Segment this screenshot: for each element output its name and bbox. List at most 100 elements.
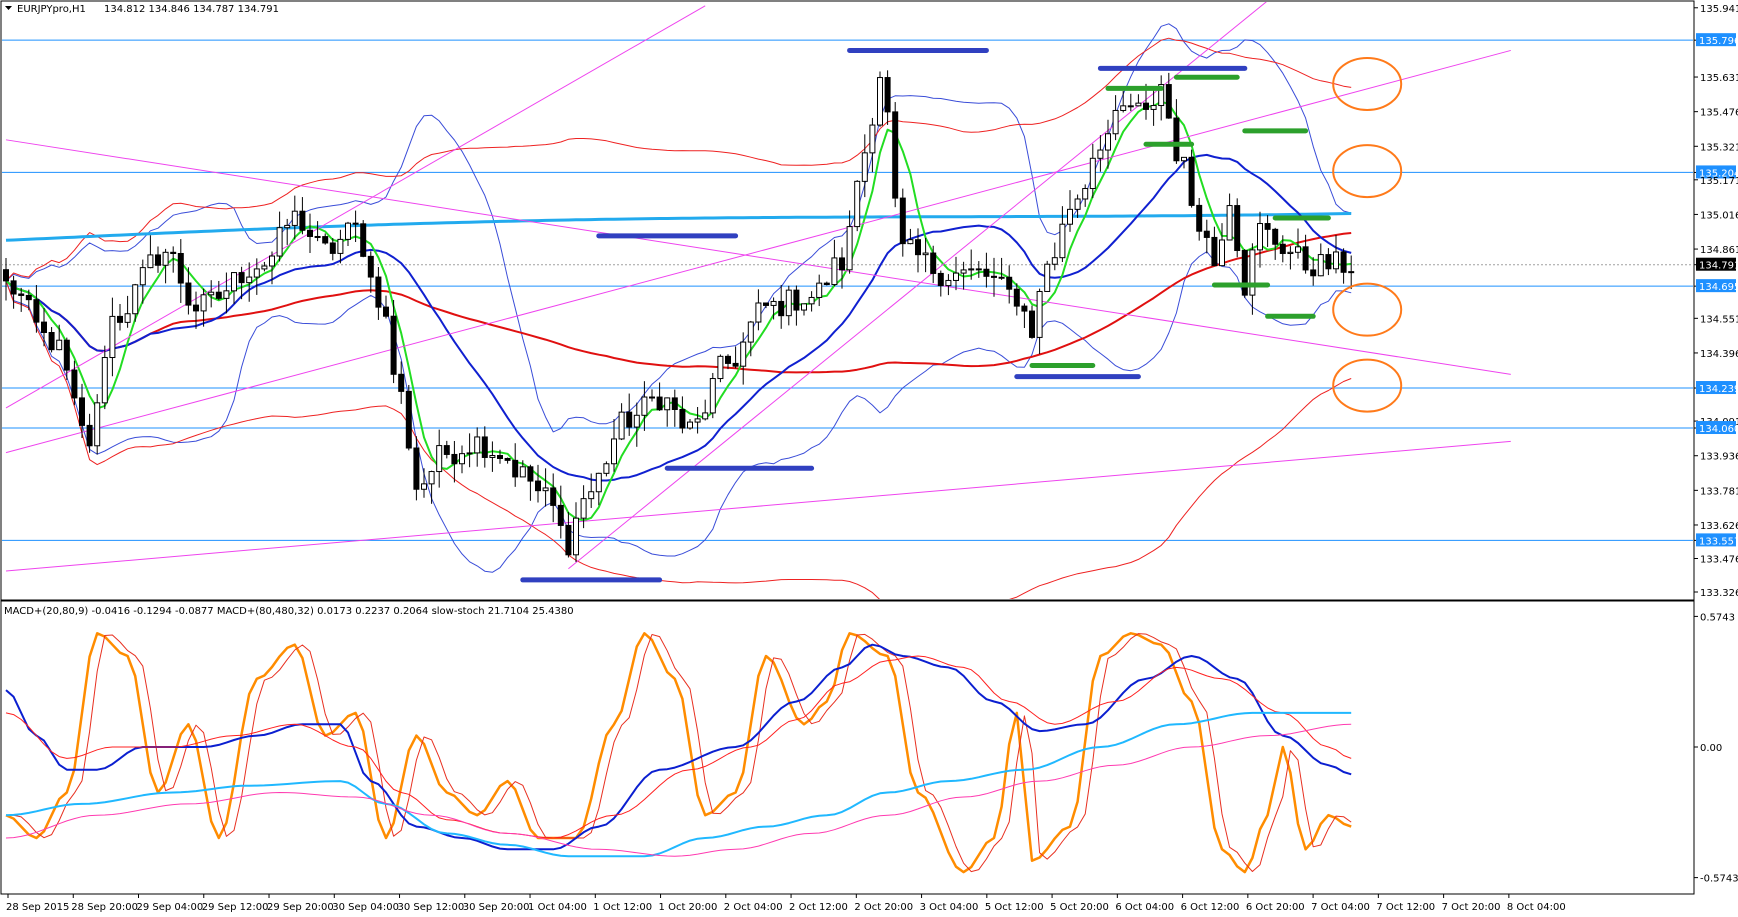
dropdown-triangle-icon[interactable]: [5, 6, 12, 10]
candle: [162, 248, 169, 284]
candle: [284, 218, 291, 245]
candle: [1120, 90, 1127, 113]
bull-candle-body: [1127, 105, 1134, 108]
bear-candle-body: [1211, 236, 1218, 267]
candle: [998, 257, 1005, 280]
bull-candle-body: [436, 445, 443, 473]
time-tick-label: 30 Sep 20:00: [463, 902, 530, 913]
candle: [1287, 246, 1294, 270]
bull-candle-body: [208, 291, 215, 296]
bear-candle-body: [1340, 251, 1347, 273]
time-tick-label: 1 Oct 12:00: [593, 902, 652, 913]
candle: [124, 295, 131, 328]
time-tick-label: 6 Oct 04:00: [1115, 902, 1174, 913]
bull-candle-body: [1150, 105, 1157, 110]
candle: [459, 445, 465, 474]
candle: [261, 261, 268, 272]
candle: [329, 238, 336, 261]
candle: [649, 389, 655, 402]
candle: [1051, 242, 1058, 271]
candle: [1135, 94, 1142, 107]
candle: [1036, 288, 1043, 355]
time-tick-label: 7 Oct 20:00: [1442, 902, 1501, 913]
trend-line: [5, 139, 1511, 375]
candle: [474, 427, 481, 467]
candle: [535, 464, 541, 503]
bull-candle-body: [747, 321, 754, 343]
bull-candle-body: [968, 268, 975, 271]
bear-candle-body: [390, 315, 397, 375]
candle: [801, 303, 807, 316]
candle: [793, 285, 800, 326]
bull-candle-body: [291, 210, 298, 226]
annotation-circle: [1332, 144, 1403, 199]
candle: [1310, 257, 1317, 286]
bull-candle-body: [664, 397, 671, 411]
bull-candle-body: [1135, 102, 1142, 107]
time-tick-label: 8 Oct 04:00: [1507, 902, 1566, 913]
candle: [565, 511, 572, 558]
bear-candle-body: [649, 396, 655, 399]
bull-candle-body: [276, 227, 283, 257]
candle: [770, 297, 777, 320]
candle: [861, 134, 868, 198]
candle: [1089, 143, 1096, 199]
bull-candle-body: [1074, 198, 1081, 210]
candle: [1044, 260, 1051, 292]
bull-candle-body: [1181, 156, 1187, 162]
candle: [177, 239, 184, 303]
candle: [193, 291, 199, 329]
candle: [215, 280, 222, 301]
bull-candle-body: [109, 315, 116, 359]
candle: [550, 473, 557, 523]
candle: [101, 345, 108, 410]
bull-candle-body: [459, 453, 465, 465]
bull-candle-body: [474, 436, 481, 454]
candle: [398, 361, 405, 404]
candle: [1348, 255, 1355, 290]
bear-candle-body: [18, 293, 25, 296]
bull-candle-body: [489, 455, 496, 458]
candle: [79, 383, 85, 439]
candle: [626, 393, 633, 436]
bear-candle-body: [679, 409, 686, 429]
bear-candle-body: [839, 257, 845, 271]
bull-candle-body: [588, 491, 595, 500]
bear-candle-body: [763, 302, 769, 306]
annotation-circle: [1332, 56, 1403, 111]
candle: [117, 304, 123, 331]
bull-candle-body: [633, 414, 640, 428]
candle: [1112, 95, 1119, 141]
bull-candle-body: [231, 272, 237, 292]
candle: [907, 228, 914, 245]
candle: [18, 287, 25, 312]
bull-candle-body: [998, 276, 1005, 279]
bull-candle-body: [1249, 249, 1256, 296]
stoch-main-line: [5, 632, 1352, 874]
candle: [1181, 156, 1187, 169]
bull-candle-body: [641, 396, 648, 416]
time-tick-label: 6 Oct 20:00: [1246, 902, 1305, 913]
bear-candle-body: [322, 236, 329, 244]
bear-candle-body: [1196, 204, 1203, 232]
candle: [1219, 223, 1225, 267]
bull-candle-body: [261, 265, 268, 270]
candle: [451, 440, 458, 483]
candle: [618, 403, 625, 441]
axis-layer: 135.941 135.796 135.631 135.476 135.321 135.2…: [6, 4, 1738, 913]
candle: [603, 461, 610, 477]
bear-candle-body: [48, 332, 55, 351]
candle: [611, 418, 617, 472]
price-tick-label: 133.326: [1700, 588, 1738, 599]
time-tick-label: 2 Oct 12:00: [789, 902, 848, 913]
candle: [253, 258, 260, 295]
bear-candle-body: [71, 369, 78, 399]
bear-candle-body: [367, 255, 374, 278]
candle: [466, 433, 473, 468]
candle: [1203, 219, 1210, 254]
candle: [56, 324, 63, 351]
candle: [86, 413, 93, 453]
bull-candle-body: [869, 124, 876, 154]
time-tick-label: 30 Sep 12:00: [398, 902, 465, 913]
